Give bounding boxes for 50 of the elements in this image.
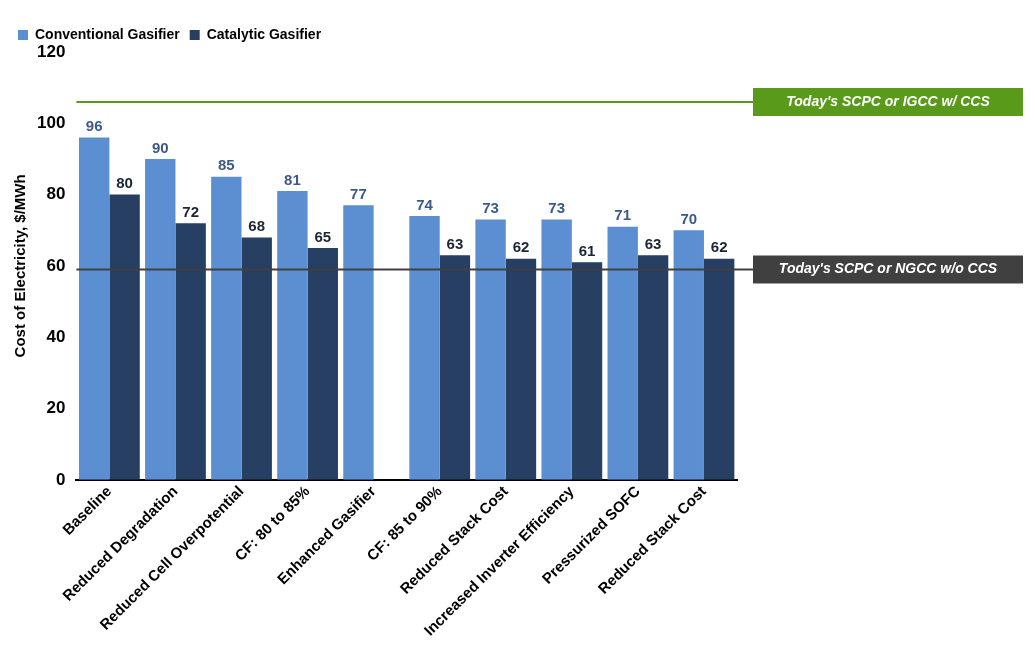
bar (145, 158, 176, 480)
bar (439, 255, 471, 480)
bar (571, 262, 603, 480)
bar (109, 194, 140, 480)
data-label: 73 (548, 199, 565, 217)
bar (277, 191, 308, 480)
legend-label: Conventional Gasifier (35, 25, 181, 42)
y-tick-label: 20 (46, 398, 66, 418)
bar (175, 223, 206, 480)
y-tick-label: 40 (46, 326, 66, 346)
y-tick-label: 120 (36, 41, 66, 61)
data-label: 96 (85, 117, 103, 135)
ref-line-label: Today's SCPC or IGCC w/ CCS (786, 92, 991, 109)
data-label: 74 (416, 195, 434, 213)
y-tick-label: 0 (55, 469, 66, 489)
bar (505, 258, 537, 480)
data-label: 65 (314, 227, 332, 245)
data-label: 62 (710, 238, 728, 256)
data-label: 73 (482, 199, 499, 217)
legend-label: Catalytic Gasifier (206, 25, 322, 42)
data-label: 90 (151, 138, 169, 156)
bar (637, 255, 669, 480)
bar (409, 216, 440, 480)
y-axis-title: Cost of Electricity, $/MWh (11, 174, 29, 358)
ref-line-label: Today's SCPC or NGCC w/o CCS (778, 260, 998, 277)
data-label: 71 (614, 206, 632, 224)
bar (307, 248, 338, 480)
data-label: 62 (512, 238, 530, 256)
data-label: 80 (116, 174, 133, 192)
y-tick-label: 80 (46, 184, 66, 204)
bar (79, 137, 110, 480)
bar (673, 230, 704, 480)
data-label: 72 (182, 202, 199, 220)
bar (211, 176, 242, 480)
data-label: 61 (578, 241, 596, 259)
data-label: 85 (217, 156, 235, 174)
bar (475, 219, 506, 480)
bar (703, 258, 735, 480)
bar (343, 205, 374, 480)
data-label: 70 (680, 209, 698, 227)
data-label: 63 (446, 234, 464, 252)
data-label: 63 (644, 234, 662, 252)
bar (241, 237, 272, 480)
bar (607, 226, 638, 480)
data-label: 77 (350, 184, 367, 202)
data-label: 68 (248, 217, 266, 235)
data-label: 81 (284, 170, 301, 188)
bar (541, 219, 572, 480)
y-tick-label: 100 (36, 112, 66, 132)
y-tick-label: 60 (46, 255, 66, 275)
